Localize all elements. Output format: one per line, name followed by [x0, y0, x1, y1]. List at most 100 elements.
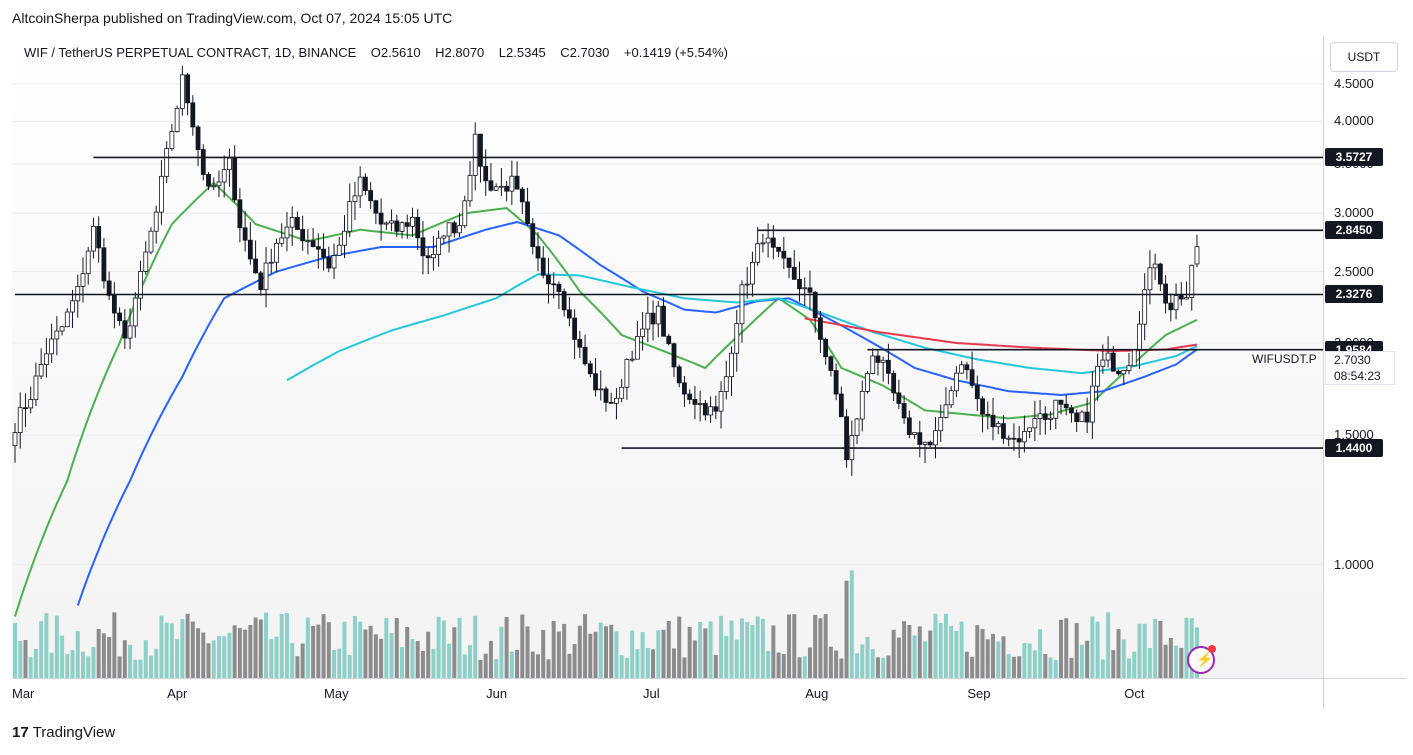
- volume-bar: [860, 644, 865, 678]
- volume-bar: [1095, 621, 1100, 678]
- candle-body: [995, 423, 1001, 428]
- plot-area[interactable]: [12, 36, 1323, 678]
- candle-body: [274, 242, 279, 263]
- tradingview-logo[interactable]: 17 TradingView: [12, 724, 115, 741]
- candle-body: [948, 390, 954, 406]
- candle-body: [263, 262, 269, 291]
- candle-body: [655, 305, 661, 325]
- volume-bar: [1163, 644, 1168, 678]
- candle-body: [687, 393, 693, 400]
- candle-body: [1016, 438, 1022, 443]
- candle-body: [483, 165, 489, 182]
- volume-bar: [708, 621, 713, 678]
- volume-bar: [1069, 657, 1074, 678]
- candle-body: [321, 248, 326, 258]
- candle-body: [357, 176, 363, 197]
- candle-body: [1142, 289, 1148, 325]
- candle-body: [54, 330, 60, 340]
- volume-bar: [797, 657, 802, 678]
- candle-body: [823, 338, 829, 358]
- candle-body: [519, 188, 525, 203]
- candle-body: [802, 287, 808, 290]
- volume-bar: [305, 617, 310, 678]
- volume-bar: [938, 623, 943, 678]
- candle-body: [70, 300, 75, 313]
- candle-body: [326, 256, 332, 269]
- volume-bar: [1137, 623, 1142, 678]
- bar-countdown: 08:54:23: [1334, 369, 1381, 383]
- volume-bar: [18, 640, 23, 678]
- volume-bar: [1147, 648, 1152, 678]
- legend-open: O2.5610: [370, 45, 421, 60]
- symbol-legend[interactable]: WIF / TetherUS PERPETUAL CONTRACT, 1D, B…: [24, 45, 728, 60]
- volume-bar: [1048, 657, 1053, 678]
- candle-body: [661, 305, 666, 337]
- candle-body: [896, 392, 902, 404]
- volume-bar: [724, 635, 729, 678]
- volume-bar: [253, 617, 258, 678]
- month-tick-label: May: [324, 686, 349, 701]
- volume-bar: [525, 626, 530, 678]
- volume-bar: [290, 642, 295, 678]
- volume-bar: [473, 615, 478, 678]
- volume-bar: [49, 652, 54, 678]
- candle-body: [1074, 412, 1080, 423]
- volume-bar: [237, 628, 242, 678]
- volume-bar: [577, 625, 582, 678]
- volume-bar: [1184, 617, 1189, 678]
- candle-body: [943, 404, 949, 418]
- candle-body: [106, 280, 112, 296]
- volume-bar: [703, 628, 708, 678]
- volume-bar: [1142, 623, 1147, 678]
- volume-bar: [1043, 653, 1048, 678]
- volume-bar: [609, 624, 614, 678]
- candlestick-chart[interactable]: [12, 36, 1323, 678]
- candle-body: [1027, 427, 1033, 432]
- month-tick-label: Sep: [967, 686, 991, 701]
- candle-body: [692, 399, 698, 405]
- candle-body: [922, 441, 928, 445]
- candle-body: [540, 257, 546, 276]
- candle-body: [159, 175, 164, 213]
- candle-body: [1042, 413, 1048, 420]
- volume-bar: [515, 649, 520, 678]
- candle-body: [614, 397, 619, 404]
- volume-bar: [65, 654, 70, 678]
- volume-bar: [1074, 623, 1079, 678]
- currency-button[interactable]: USDT: [1330, 42, 1398, 72]
- alert-bolt-icon[interactable]: ⚡: [1187, 645, 1216, 674]
- volume-bar: [849, 570, 854, 678]
- volume-bar: [1079, 644, 1084, 678]
- volume-bar: [614, 631, 619, 678]
- candle-body: [1011, 437, 1017, 440]
- volume-bar: [248, 625, 253, 678]
- candle-body: [906, 417, 912, 435]
- candle-body: [990, 414, 996, 428]
- candle-body: [561, 291, 567, 311]
- volume-bar: [415, 641, 420, 678]
- candle-body: [352, 195, 358, 203]
- volume-bar: [1179, 647, 1184, 678]
- volume-bar: [923, 641, 928, 678]
- candle-body: [859, 390, 865, 420]
- candle-body: [247, 239, 253, 260]
- candle-body: [734, 323, 740, 354]
- candle-body: [582, 346, 588, 365]
- volume-bar: [896, 637, 901, 678]
- candle-body: [394, 220, 400, 232]
- volume-bar: [274, 636, 279, 678]
- candle-body: [1032, 418, 1038, 429]
- candle-body: [959, 364, 965, 374]
- candle-body: [242, 227, 248, 241]
- volume-bar: [844, 580, 849, 678]
- volume-bar: [337, 648, 342, 678]
- candle-body: [33, 375, 39, 401]
- volume-bar: [75, 631, 80, 678]
- volume-bar: [1006, 654, 1011, 678]
- candle-body: [347, 201, 353, 232]
- volume-bar: [975, 625, 980, 678]
- candle-body: [729, 352, 734, 378]
- time-axis[interactable]: [12, 678, 1323, 709]
- volume-bar: [138, 659, 143, 678]
- candle-body: [504, 185, 510, 192]
